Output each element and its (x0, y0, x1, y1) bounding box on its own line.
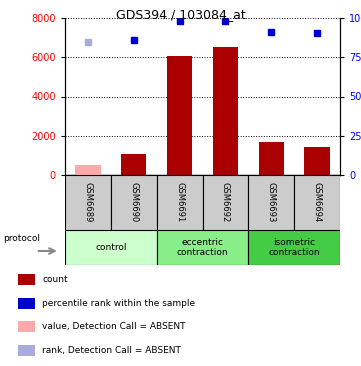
Text: isometric
contraction: isometric contraction (268, 238, 320, 257)
Bar (157, 175, 203, 230)
Text: rank, Detection Call = ABSENT: rank, Detection Call = ABSENT (42, 346, 181, 355)
Text: GSM6692: GSM6692 (221, 182, 230, 223)
Bar (258, 142, 284, 175)
Bar (248, 230, 340, 265)
Text: GSM6690: GSM6690 (129, 182, 138, 223)
Bar (294, 175, 340, 230)
Text: GSM6694: GSM6694 (313, 182, 322, 223)
Bar (248, 175, 294, 230)
Bar (18, 321, 35, 332)
Bar (203, 175, 248, 230)
Bar (65, 175, 111, 230)
Bar (18, 345, 35, 356)
Bar (18, 274, 35, 285)
Text: GDS394 / 103084_at: GDS394 / 103084_at (116, 8, 245, 21)
Text: protocol: protocol (3, 234, 40, 243)
Bar (18, 298, 35, 309)
Bar (75, 165, 100, 175)
Text: count: count (42, 275, 68, 284)
Text: GSM6691: GSM6691 (175, 182, 184, 223)
Text: value, Detection Call = ABSENT: value, Detection Call = ABSENT (42, 322, 186, 331)
Bar (304, 146, 330, 175)
Text: control: control (95, 243, 127, 252)
Bar (157, 230, 248, 265)
Bar (213, 47, 238, 175)
Text: percentile rank within the sample: percentile rank within the sample (42, 299, 195, 308)
Text: GSM6689: GSM6689 (83, 182, 92, 223)
Text: eccentric
contraction: eccentric contraction (177, 238, 228, 257)
Bar (65, 230, 157, 265)
Bar (121, 154, 146, 175)
Text: GSM6693: GSM6693 (267, 182, 276, 223)
Bar (167, 56, 192, 175)
Bar (111, 175, 157, 230)
